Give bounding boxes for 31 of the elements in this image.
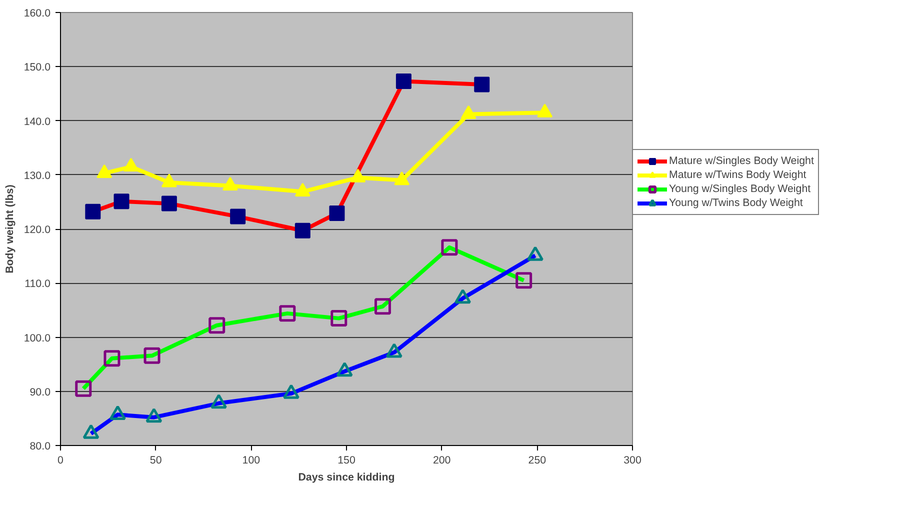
y-tick-label: 130.0 bbox=[24, 170, 51, 182]
x-axis-title: Days since kidding bbox=[298, 472, 395, 484]
y-tick-label: 160.0 bbox=[24, 8, 51, 20]
y-tick-label: 80.0 bbox=[30, 440, 51, 452]
point bbox=[537, 104, 553, 118]
point bbox=[123, 158, 139, 172]
legend-label: Mature w/Twins Body Weight bbox=[669, 169, 806, 181]
x-tick-label: 50 bbox=[150, 454, 162, 466]
point bbox=[294, 182, 310, 196]
point bbox=[222, 176, 238, 190]
point bbox=[161, 174, 177, 188]
point bbox=[96, 164, 112, 178]
y-tick-label: 120.0 bbox=[24, 224, 51, 236]
y-axis-title: Body weight (lbs) bbox=[4, 184, 16, 274]
y-tick-label: 140.0 bbox=[24, 116, 51, 128]
point bbox=[460, 105, 476, 120]
x-tick-label: 0 bbox=[58, 454, 64, 466]
legend-label: Young w/Twins Body Weight bbox=[669, 197, 803, 209]
y-tick-label: 110.0 bbox=[24, 278, 51, 290]
x-tick-label: 200 bbox=[432, 454, 451, 466]
point bbox=[394, 171, 410, 186]
y-tick-label: 100.0 bbox=[24, 332, 51, 344]
legend-label: Young w/Singles Body Weight bbox=[669, 183, 811, 195]
x-tick-label: 100 bbox=[242, 454, 260, 466]
y-tick-label: 90.0 bbox=[30, 386, 51, 398]
legend-label: Mature w/Singles Body Weight bbox=[669, 155, 814, 167]
y-tick-label: 150.0 bbox=[24, 62, 51, 74]
point bbox=[350, 168, 366, 182]
x-tick-label: 250 bbox=[528, 454, 546, 466]
x-tick-label: 150 bbox=[338, 454, 356, 466]
x-tick-label: 300 bbox=[624, 454, 642, 466]
